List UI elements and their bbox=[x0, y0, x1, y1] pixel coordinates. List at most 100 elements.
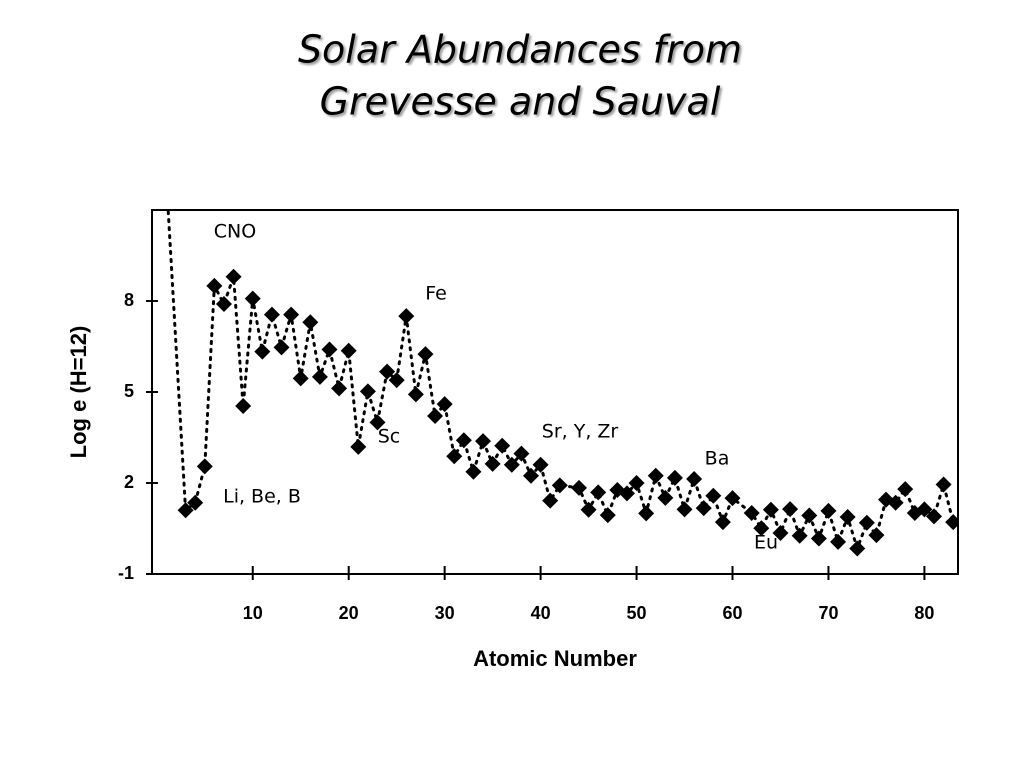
x-tick-label: 30 bbox=[435, 603, 455, 623]
data-point bbox=[839, 508, 856, 525]
data-point bbox=[311, 368, 328, 385]
data-point bbox=[647, 467, 664, 484]
data-point bbox=[868, 527, 885, 544]
x-axis-title: Atomic Number bbox=[473, 646, 637, 671]
x-tick-label: 80 bbox=[914, 603, 934, 623]
data-point bbox=[782, 501, 799, 518]
chart-title: Solar Abundances from bbox=[298, 28, 742, 72]
data-point bbox=[465, 463, 482, 480]
annotation: CNO bbox=[214, 221, 256, 243]
data-point bbox=[263, 306, 280, 323]
data-point bbox=[350, 438, 367, 455]
data-point bbox=[532, 456, 549, 473]
data-point bbox=[830, 533, 847, 550]
y-tick-label: 8 bbox=[124, 290, 134, 310]
data-point bbox=[820, 502, 837, 519]
data-point bbox=[762, 501, 779, 518]
annotation: Sc bbox=[378, 426, 401, 448]
data-point bbox=[743, 505, 760, 522]
data-point bbox=[849, 540, 866, 557]
data-point bbox=[657, 489, 674, 506]
annotation: Ba bbox=[705, 448, 730, 470]
data-point bbox=[772, 525, 789, 542]
data-point bbox=[686, 471, 703, 488]
data-point bbox=[570, 479, 587, 496]
chart-subtitle: Grevesse and Sauval bbox=[320, 80, 721, 124]
data-point bbox=[916, 501, 933, 518]
data-point bbox=[676, 501, 693, 518]
plot bbox=[158, 172, 958, 557]
x-tick-label: 50 bbox=[627, 603, 647, 623]
data-point bbox=[359, 383, 376, 400]
data-point bbox=[283, 306, 300, 323]
data-point bbox=[618, 485, 635, 502]
data-point bbox=[215, 296, 232, 313]
data-point bbox=[503, 456, 520, 473]
data-point bbox=[523, 467, 540, 484]
x-tick-label: 70 bbox=[818, 603, 838, 623]
annotation: Eu bbox=[754, 532, 778, 554]
data-point bbox=[331, 380, 348, 397]
data-point bbox=[714, 514, 731, 531]
data-point bbox=[177, 502, 194, 519]
data-point bbox=[196, 458, 213, 475]
data-point bbox=[436, 396, 453, 413]
plot-frame bbox=[151, 209, 959, 575]
data-point bbox=[695, 500, 712, 517]
data-point bbox=[427, 407, 444, 424]
data-point bbox=[801, 507, 818, 524]
data-point bbox=[858, 514, 875, 531]
y-tick-label: 2 bbox=[124, 472, 134, 492]
annotation: Li, Be, B bbox=[223, 486, 301, 508]
data-point bbox=[666, 469, 683, 486]
data-point bbox=[494, 437, 511, 454]
data-point bbox=[446, 448, 463, 465]
data-point bbox=[724, 490, 741, 507]
data-point bbox=[379, 363, 396, 380]
data-point bbox=[887, 494, 904, 511]
x-tick-label: 60 bbox=[722, 603, 742, 623]
data-point bbox=[417, 346, 434, 363]
data-point bbox=[455, 432, 472, 449]
data-point bbox=[810, 530, 827, 547]
y-axis-title: Log e (H=12) bbox=[66, 326, 91, 459]
data-point bbox=[244, 290, 261, 307]
data-point bbox=[340, 342, 357, 359]
data-point bbox=[484, 455, 501, 472]
data-point bbox=[638, 505, 655, 522]
data-point bbox=[475, 433, 492, 450]
data-point bbox=[551, 477, 568, 494]
data-point bbox=[225, 268, 242, 285]
data-point bbox=[254, 343, 271, 360]
data-point bbox=[935, 476, 952, 493]
y-tick-label: 5 bbox=[124, 381, 134, 401]
data-point bbox=[753, 520, 770, 537]
data-point bbox=[906, 505, 923, 522]
data-point bbox=[628, 475, 645, 491]
y-tick-label: -1 bbox=[118, 563, 134, 583]
data-point bbox=[580, 501, 597, 518]
data-point bbox=[542, 492, 559, 509]
annotation: Fe bbox=[425, 283, 447, 305]
data-point bbox=[187, 494, 204, 511]
data-point bbox=[513, 445, 530, 462]
data-point bbox=[398, 308, 415, 325]
data-point bbox=[158, 172, 174, 188]
data-point bbox=[321, 341, 338, 358]
data-point bbox=[590, 484, 607, 501]
x-tick-label: 20 bbox=[339, 603, 359, 623]
data-point bbox=[705, 487, 722, 504]
data-point bbox=[926, 508, 943, 525]
data-point bbox=[235, 397, 252, 414]
data-point bbox=[897, 481, 914, 498]
data-point bbox=[599, 507, 616, 524]
data-point bbox=[369, 414, 386, 431]
x-tick-label: 40 bbox=[531, 603, 551, 623]
x-tick-label: 10 bbox=[243, 603, 263, 623]
data-point bbox=[273, 339, 290, 356]
annotation: Sr, Y, Zr bbox=[542, 421, 619, 443]
data-point bbox=[292, 370, 309, 387]
data-point bbox=[206, 277, 223, 294]
data-point bbox=[945, 514, 958, 531]
